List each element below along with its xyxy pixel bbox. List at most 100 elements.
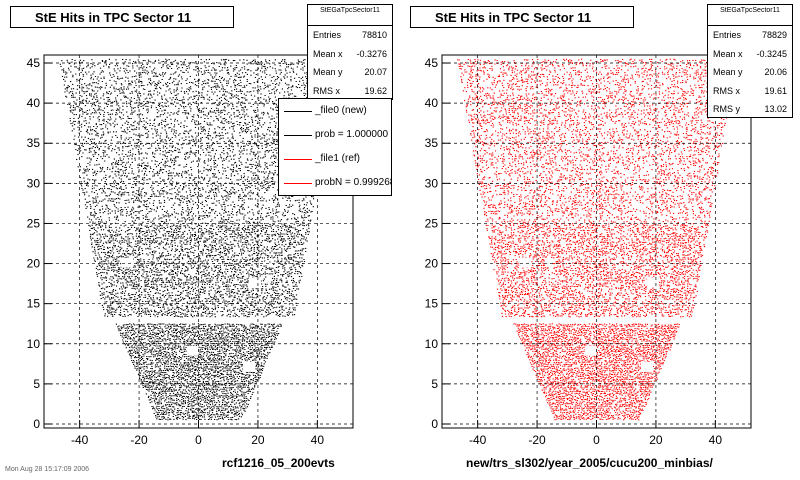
data-points: [527, 354, 667, 358]
stats-value: 13.02: [764, 104, 787, 114]
data-points: [548, 403, 647, 406]
data-points: [551, 409, 644, 412]
data-points: [467, 100, 725, 104]
stats-row: Entries 78829: [708, 26, 792, 45]
data-points: [466, 83, 729, 87]
legend-label: _file1 (ref): [315, 153, 361, 164]
data-points: [120, 333, 278, 337]
dead-pad-gap: [121, 257, 134, 268]
data-points: [89, 220, 311, 223]
plot-border: [441, 54, 752, 429]
data-points: [142, 384, 256, 387]
right-pad-title: StE Hits in TPC Sector 11: [410, 6, 634, 28]
dead-pad-gap: [186, 345, 199, 356]
data-points: [145, 392, 253, 396]
data-points: [487, 218, 702, 221]
data-points: [89, 199, 311, 202]
data-points: [471, 117, 728, 121]
data-points: [490, 245, 706, 249]
data-points: [526, 352, 667, 356]
data-points: [94, 251, 302, 255]
data-points: [483, 201, 713, 205]
data-points: [497, 249, 703, 253]
dead-pad-gap: [243, 361, 256, 372]
data-points: [487, 197, 710, 200]
data-points: [98, 281, 300, 284]
data-points: [488, 235, 707, 238]
data-points: [102, 306, 296, 310]
data-points: [90, 232, 309, 236]
data-points: [475, 161, 720, 165]
data-points: [476, 172, 719, 175]
data-points: [547, 400, 648, 404]
data-points: [61, 69, 333, 72]
data-points: [475, 163, 719, 167]
y-tick-label: 30: [27, 176, 41, 190]
legend-entry: probN = 0.999268: [279, 171, 391, 195]
legend-line: [284, 135, 312, 136]
y-tick-label: 20: [425, 257, 439, 271]
data-points: [468, 119, 711, 123]
data-points: [155, 413, 244, 417]
data-points: [527, 356, 666, 360]
stats-label: Mean x: [313, 48, 343, 59]
data-points: [535, 373, 658, 377]
data-points: [484, 186, 715, 190]
data-points: [84, 197, 315, 200]
data-points: [472, 136, 717, 139]
data-points: [538, 379, 657, 383]
data-points: [484, 209, 711, 213]
legend-entry: _file0 (new): [279, 99, 391, 123]
data-points: [472, 148, 718, 152]
data-points: [501, 314, 692, 318]
data-points: [118, 329, 278, 333]
data-points: [543, 386, 653, 389]
x-tick-label: 40: [709, 433, 723, 447]
data-points: [477, 165, 714, 169]
data-points: [458, 62, 728, 66]
data-points: [513, 323, 680, 326]
x-tick-label: -20: [130, 433, 148, 447]
data-points: [462, 73, 736, 76]
stats-label: Entries: [713, 30, 742, 40]
data-points: [518, 333, 676, 337]
data-points: [457, 58, 738, 62]
data-points: [90, 214, 310, 217]
left-x-axis-title: rcf1216_05_200evts: [222, 456, 335, 470]
data-points: [472, 125, 724, 129]
data-points: [148, 390, 254, 394]
y-tick-label: 20: [27, 257, 41, 271]
data-points: [87, 216, 307, 219]
data-points: [115, 323, 282, 326]
data-points: [101, 291, 292, 295]
data-points: [471, 138, 721, 142]
data-points: [476, 151, 710, 154]
legend-entry: prob = 1.000000: [279, 123, 391, 147]
data-points: [474, 159, 716, 162]
legend-label: _file0 (new): [315, 105, 367, 116]
data-points: [465, 104, 729, 108]
stats-row: Entries 78810: [308, 26, 392, 45]
data-points: [98, 283, 297, 286]
data-points: [90, 237, 307, 240]
legend-line: [284, 159, 312, 160]
data-points: [469, 94, 731, 97]
stats-value: 19.61: [764, 85, 787, 96]
plot-border: [43, 54, 354, 429]
stats-row: RMS x 19.61: [708, 82, 792, 101]
data-points: [79, 176, 308, 179]
data-points: [85, 207, 308, 211]
data-points: [96, 274, 303, 278]
data-points: [155, 403, 249, 406]
data-points: [117, 327, 279, 330]
stats-name: StEGaTpcSector11: [708, 5, 792, 26]
data-points: [488, 237, 706, 240]
data-points: [520, 337, 675, 341]
legend-label: probN = 0.999268: [315, 177, 392, 188]
data-points: [95, 253, 304, 257]
stats-label: RMS x: [313, 85, 340, 96]
data-points: [498, 266, 701, 270]
data-points: [499, 298, 691, 301]
y-tick-label: 0: [33, 417, 40, 431]
data-points: [153, 411, 243, 415]
